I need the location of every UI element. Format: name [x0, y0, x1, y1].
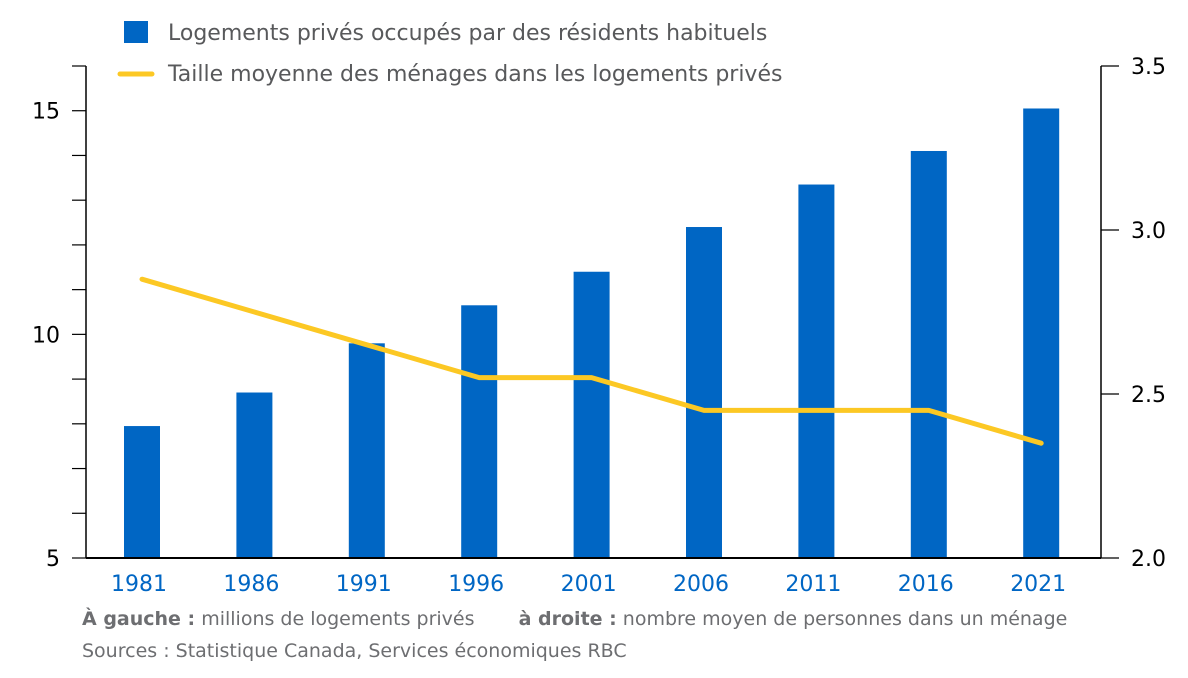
right-tick-label: 2.0: [1131, 547, 1166, 572]
bar-1986: [236, 392, 273, 558]
bar-1996: [461, 305, 498, 558]
sources-note: Sources : Statistique Canada, Services é…: [82, 640, 627, 662]
bar-1991: [348, 343, 385, 558]
x-tick-label: 2001: [561, 572, 617, 597]
left-tick-label: 15: [32, 100, 60, 125]
x-tick-label: 1986: [223, 572, 279, 597]
x-tick-label: 1981: [111, 572, 167, 597]
x-tick-label: 2016: [898, 572, 954, 597]
bar-2006: [686, 227, 722, 558]
x-tick-label: 2006: [673, 572, 729, 597]
legend-bar-label: Logements privés occupés par des résiden…: [168, 21, 767, 46]
right-tick-label: 3.0: [1131, 219, 1166, 244]
right-axis-text: nombre moyen de personnes dans un ménage: [622, 608, 1068, 630]
bar-1981: [124, 426, 160, 558]
left-axis-label: À gauche :: [82, 608, 196, 630]
bar-2001: [573, 271, 610, 558]
bar-2016: [910, 150, 947, 558]
right-axis-label: à droite :: [518, 608, 617, 630]
left-axis-text: millions de logements privés: [201, 608, 475, 630]
x-tick-label: 1991: [336, 572, 392, 597]
left-tick-label: 10: [32, 323, 60, 348]
legend-line-label: Taille moyenne des ménages dans les loge…: [167, 62, 782, 87]
right-tick-label: 3.5: [1131, 55, 1166, 80]
legend-bar-swatch: [124, 21, 148, 43]
axis-note: À gauche : millions de logements privés …: [82, 608, 1067, 630]
chart: 5 10 15 2.0 2.5 3.0 3.5 1981 1986 1991 1996 2001 200…: [32, 21, 1166, 597]
bar-2011: [798, 184, 835, 558]
x-tick-label: 1996: [448, 572, 504, 597]
bar-2021: [1023, 108, 1060, 558]
right-tick-label: 2.5: [1131, 383, 1166, 408]
left-tick-label: 5: [46, 547, 60, 572]
x-tick-label: 2021: [1010, 572, 1066, 597]
x-tick-label: 2011: [785, 572, 841, 597]
